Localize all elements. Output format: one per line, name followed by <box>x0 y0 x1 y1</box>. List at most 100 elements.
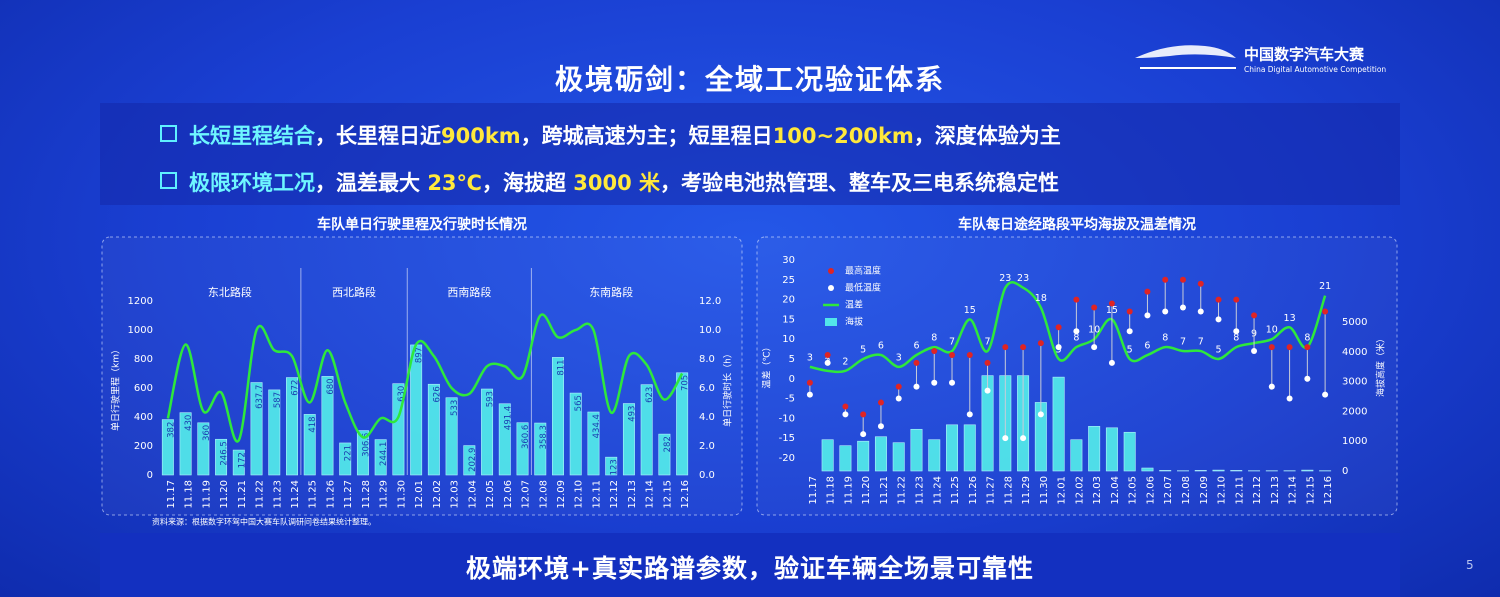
x-tick-label: 11.28 <box>1003 476 1014 505</box>
point <box>1215 296 1222 303</box>
x-tick-label: 12.08 <box>538 480 549 509</box>
y2-axis-label: 单日行驶时长（h） <box>722 349 734 427</box>
point <box>860 411 867 418</box>
y2-tick-label: 3000 <box>1342 377 1367 388</box>
x-tick-label: 12.05 <box>1128 476 1139 505</box>
data-label: 434.4 <box>592 414 602 438</box>
bar <box>1105 427 1118 472</box>
bar <box>640 384 653 476</box>
legend-label: 最低温度 <box>845 282 881 294</box>
bullet-text: ，深度体验为主 <box>913 124 1061 148</box>
x-tick-label: 12.09 <box>556 480 567 509</box>
page-number: 5 <box>1466 558 1474 572</box>
x-tick-label: 11.30 <box>396 480 407 509</box>
bar <box>1194 470 1207 472</box>
point <box>1322 391 1329 398</box>
bar <box>1212 469 1225 472</box>
bar <box>1088 425 1101 472</box>
data-label: 8 <box>1073 333 1079 344</box>
x-tick-label: 12.16 <box>1323 476 1334 505</box>
point <box>877 399 884 406</box>
data-label: 6 <box>913 341 919 352</box>
x-tick-label: 12.12 <box>609 480 620 509</box>
x-tick-label: 12.15 <box>1305 476 1316 505</box>
bar <box>339 442 352 476</box>
data-label: 6 <box>1144 341 1150 352</box>
data-label: 587 <box>273 392 283 408</box>
point <box>1162 276 1169 283</box>
y2-tick-label: 2000 <box>1342 406 1367 417</box>
right-panel <box>756 236 1398 516</box>
point <box>1144 288 1151 295</box>
y-tick-label: -15 <box>779 433 795 444</box>
x-tick-label: 11.26 <box>968 476 979 505</box>
x-tick-label: 11.29 <box>1021 476 1032 505</box>
source-note: 资料来源：根据数字环驾中国大赛车队调研问卷结果统计整理。 <box>152 517 376 527</box>
y-axis-label: 温差（℃） <box>761 342 773 388</box>
x-tick-label: 11.17 <box>808 476 819 505</box>
x-tick-label: 12.14 <box>1288 476 1299 505</box>
point <box>1037 411 1044 418</box>
x-tick-label: 11.30 <box>1039 476 1050 505</box>
y2-tick-label: 4000 <box>1342 347 1367 358</box>
bar <box>1159 470 1172 472</box>
legend-swatch <box>828 285 834 291</box>
point <box>931 379 938 386</box>
bar <box>286 377 298 476</box>
data-label: 8 <box>1233 333 1239 344</box>
y2-tick-label: 2.0 <box>699 441 715 452</box>
bullet-text: ，考验电池热管理、整车及三电系统稳定性 <box>660 171 1060 195</box>
bar <box>658 433 671 476</box>
bar <box>197 422 210 476</box>
point <box>806 379 813 386</box>
data-label: 5 <box>1127 344 1133 355</box>
data-label: 382 <box>166 422 176 438</box>
bar <box>874 436 887 472</box>
y-tick-label: -5 <box>785 394 795 405</box>
y2-tick-label: 4.0 <box>699 412 715 423</box>
data-label: 7 <box>1180 337 1186 348</box>
y-tick-label: 800 <box>134 354 153 365</box>
point <box>1091 304 1098 311</box>
bar <box>445 397 458 476</box>
bullet-text: ，海拔超 <box>481 171 574 195</box>
x-tick-label: 12.16 <box>680 480 691 509</box>
point <box>1179 304 1186 311</box>
bullet-text: 100~200km <box>772 124 914 148</box>
point <box>984 359 991 366</box>
point <box>1073 328 1080 335</box>
bar <box>928 439 941 472</box>
point <box>1108 359 1115 366</box>
data-label: 18 <box>1035 293 1047 304</box>
point <box>913 383 920 390</box>
x-tick-label: 12.06 <box>1145 476 1156 505</box>
region-label: 西南路段 <box>447 285 491 299</box>
x-tick-label: 11.17 <box>166 480 177 509</box>
x-tick-label: 12.14 <box>645 480 656 509</box>
data-label: 672 <box>291 380 301 396</box>
point <box>1002 435 1009 442</box>
data-label: 221 <box>344 445 354 461</box>
footer-band <box>100 533 1400 597</box>
bar <box>946 424 959 472</box>
point <box>895 395 902 402</box>
bar <box>374 439 387 476</box>
point <box>1144 312 1151 319</box>
data-label: 533 <box>450 400 460 416</box>
y2-tick-label: 1000 <box>1342 436 1367 447</box>
data-label: 2 <box>842 356 848 367</box>
data-label: 3 <box>896 352 902 363</box>
bullet-text: 23℃ <box>427 171 482 195</box>
bar <box>427 383 440 476</box>
bar <box>569 392 582 476</box>
data-label: 8 <box>931 333 937 344</box>
data-label: 13 <box>1284 313 1296 324</box>
point <box>1073 296 1080 303</box>
point <box>824 352 831 359</box>
data-label: 811 <box>557 359 567 375</box>
y-tick-label: 200 <box>134 441 153 452</box>
y-tick-label: -20 <box>779 453 795 464</box>
bar <box>1230 470 1243 472</box>
chart-title: 车队单日行驶里程及行驶时长情况 <box>317 216 527 233</box>
